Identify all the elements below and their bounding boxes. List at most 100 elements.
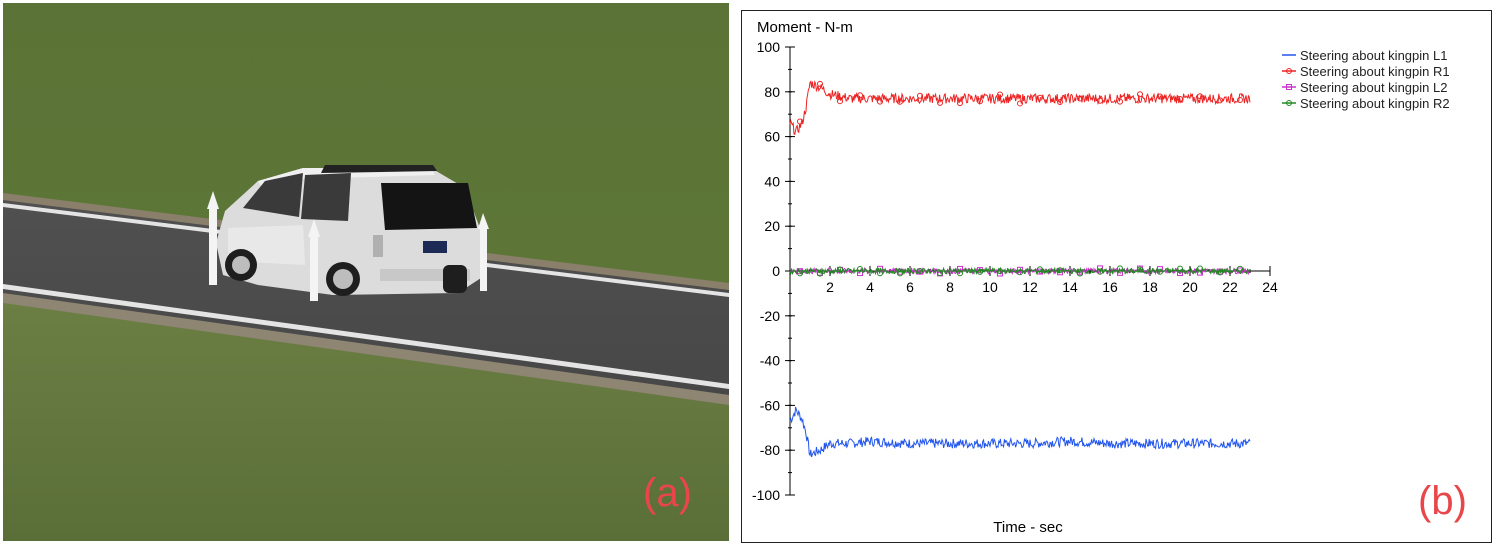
y-tick-label: 40 [764, 173, 780, 189]
series-marker [797, 270, 803, 277]
x-tick-label: 2 [826, 279, 834, 295]
y-tick-label: 0 [772, 263, 780, 279]
legend-label: Steering about kingpin R1 [1300, 64, 1450, 79]
series-marker [997, 268, 1003, 275]
series-marker [957, 270, 963, 277]
series-marker [1177, 265, 1183, 272]
road [3, 200, 729, 395]
x-tick-label: 18 [1142, 279, 1158, 295]
chart-series [789, 80, 1251, 458]
x-tick-label: 6 [906, 279, 914, 295]
series-1 [789, 406, 1251, 458]
series-marker [817, 80, 823, 87]
series-marker [1157, 93, 1163, 100]
x-tick-label: 24 [1262, 279, 1278, 295]
series-marker [1097, 268, 1103, 275]
panel-b-label: (b) [1418, 479, 1467, 523]
legend-marker [1286, 100, 1292, 106]
series-marker [797, 118, 803, 125]
x-tick-label: 14 [1062, 279, 1078, 295]
lane-line-near [3, 284, 729, 389]
series-marker [817, 270, 823, 277]
series-marker [1217, 97, 1223, 104]
series-marker [1037, 266, 1043, 273]
series-marker [1197, 265, 1203, 272]
x-tick-label: 20 [1182, 279, 1198, 295]
series-marker [1117, 265, 1123, 272]
force-arrow-right-rear [478, 213, 489, 291]
series-line [789, 406, 1251, 458]
series-marker [997, 270, 1003, 277]
panel-a-label: (a) [643, 471, 692, 515]
x-tick-label: 8 [946, 279, 954, 295]
series-marker [897, 270, 903, 277]
y-tick-label: -80 [760, 442, 780, 458]
y-tick-label: 80 [764, 84, 780, 100]
series-marker [837, 98, 843, 105]
x-tick-label: 12 [1022, 279, 1038, 295]
series-marker [1237, 265, 1243, 272]
y-tick-label: 100 [757, 39, 781, 55]
series-marker [917, 267, 923, 274]
legend-marker [1286, 68, 1292, 74]
series-marker [877, 98, 883, 105]
series-marker [937, 99, 943, 106]
y-axis-title: Moment - N-m [757, 19, 853, 36]
series-2 [789, 80, 1251, 135]
x-axis-title: Time - sec [993, 519, 1063, 536]
series-marker [937, 270, 943, 277]
series-marker [897, 98, 903, 105]
y-tick-label: 20 [764, 218, 780, 234]
moment-chart-panel: 100 80 60 40 20 0 -20 -40 -60 -80 -100 2 4 6 8 10 12 14 16… [741, 10, 1492, 543]
legend-label: Steering about kingpin R2 [1300, 96, 1450, 111]
series-line [789, 80, 1251, 135]
series-marker [1077, 270, 1083, 277]
series-marker [977, 268, 983, 275]
x-tick-label: 4 [866, 279, 874, 295]
y-tick-label: -20 [760, 308, 780, 324]
series-marker [957, 100, 963, 107]
series-marker [837, 266, 843, 273]
series-marker [1037, 94, 1043, 101]
y-tick-label: -40 [760, 353, 780, 369]
series-marker [1017, 269, 1023, 276]
y-tick-label: 60 [764, 129, 780, 145]
x-tick-label: 10 [982, 279, 998, 295]
force-arrow-left-rear [308, 219, 320, 301]
series-4 [789, 265, 1251, 277]
series-marker [1077, 95, 1083, 102]
series-marker [1237, 97, 1243, 104]
series-marker [857, 265, 863, 272]
car [216, 165, 481, 296]
x-tick-label: 22 [1222, 279, 1238, 295]
series-marker [1157, 268, 1163, 275]
series-marker [997, 91, 1003, 98]
x-tick-label: 16 [1102, 279, 1118, 295]
series-marker [857, 92, 863, 99]
y-tick-label: -100 [752, 487, 780, 503]
series-marker [1017, 100, 1023, 107]
series-marker [1217, 269, 1223, 276]
grass-near [3, 303, 729, 541]
legend-label: Steering about kingpin L1 [1300, 48, 1447, 63]
legend-label: Steering about kingpin L2 [1300, 80, 1447, 95]
scene-image [3, 3, 729, 541]
y-tick-label: -60 [760, 397, 780, 413]
series-marker [1097, 97, 1103, 104]
force-arrow-left-front [207, 191, 219, 285]
series-marker [1137, 91, 1143, 98]
series-marker [877, 270, 883, 277]
series-marker [977, 98, 983, 105]
series-marker [1197, 93, 1203, 100]
series-marker [1057, 267, 1063, 274]
simulation-scene: (a) [3, 3, 729, 541]
series-marker [1177, 96, 1183, 103]
series-marker [1017, 266, 1023, 273]
series-marker [1137, 266, 1143, 273]
legend-marker [1286, 84, 1292, 90]
series-marker [1117, 98, 1123, 105]
series-marker [1057, 98, 1063, 105]
